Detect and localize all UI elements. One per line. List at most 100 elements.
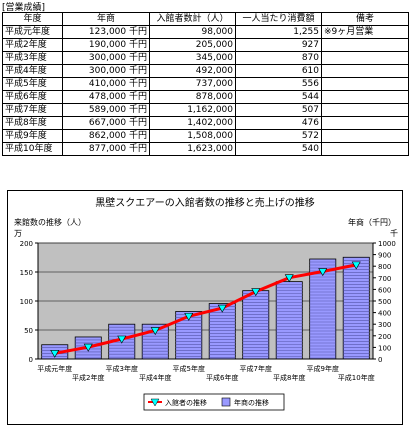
cell-sales: 300,000 千円 bbox=[62, 64, 150, 78]
x-tick-label: 平成6年度 bbox=[206, 373, 238, 382]
cell-visitors: 1,162,000 bbox=[149, 103, 236, 117]
right-tick-label: 100 bbox=[378, 344, 391, 352]
x-tick-label: 平成元年度 bbox=[37, 364, 72, 373]
x-tick-label: 平成10年度 bbox=[338, 373, 375, 382]
x-tick-label: 平成8年度 bbox=[273, 373, 305, 382]
table-row: 平成6年度 478,000 千円 878,000 544 bbox=[2, 90, 409, 104]
cell-spend: 476 bbox=[235, 116, 322, 130]
cell-sales: 877,000 千円 bbox=[62, 142, 150, 156]
marker-visitors bbox=[83, 343, 93, 352]
table-body: 平成元年度 123,000 千円 98,000 1,255 ※9ヶ月営業 平成2年度 190… bbox=[2, 25, 409, 156]
cell-spend: 540 bbox=[235, 142, 322, 156]
cell-year: 平成5年度 bbox=[2, 77, 63, 91]
legend-label-sales: 年商の推移 bbox=[234, 398, 269, 407]
x-tick-label: 平成2年度 bbox=[72, 373, 104, 382]
cell-visitors: 1,623,000 bbox=[149, 142, 236, 156]
cell-visitors: 492,000 bbox=[149, 64, 236, 78]
left-tick-label: 0 bbox=[29, 356, 33, 364]
cell-year: 平成4年度 bbox=[2, 64, 63, 78]
left-axis-unit: 万 bbox=[14, 229, 22, 238]
left-tick-label: 100 bbox=[20, 298, 33, 306]
marker-visitors bbox=[50, 350, 60, 358]
right-axis-unit: 千 bbox=[390, 228, 398, 238]
x-tick-label: 平成3年度 bbox=[106, 364, 138, 373]
cell-spend: 870 bbox=[235, 51, 322, 65]
marker-visitors bbox=[217, 304, 227, 313]
cell-spend: 507 bbox=[235, 103, 322, 117]
cell-note bbox=[321, 116, 409, 130]
cell-year: 平成2年度 bbox=[2, 38, 63, 52]
marker-visitors bbox=[284, 274, 294, 283]
cell-note: ※9ヶ月営業 bbox=[321, 25, 409, 39]
cell-spend: 610 bbox=[235, 64, 322, 78]
cell-visitors: 1,508,000 bbox=[149, 129, 236, 143]
cell-spend: 572 bbox=[235, 129, 322, 143]
legend-marker-swatch bbox=[150, 398, 160, 407]
table-row: 平成8年度 667,000 千円 1,402,000 476 bbox=[2, 116, 409, 130]
marker-visitors bbox=[318, 268, 328, 277]
legend-bar-swatch bbox=[221, 397, 231, 407]
cell-note bbox=[321, 64, 409, 78]
right-tick-label: 0 bbox=[378, 356, 382, 364]
cell-year: 平成3年度 bbox=[2, 51, 63, 65]
cell-note bbox=[321, 77, 409, 91]
header-spend: 一人当たり消費額 bbox=[235, 12, 322, 26]
cell-sales: 478,000 千円 bbox=[62, 90, 150, 104]
section-label: [営業成績] bbox=[2, 3, 46, 13]
cell-note bbox=[321, 129, 409, 143]
cell-visitors: 98,000 bbox=[149, 25, 236, 39]
right-tick-label: 700 bbox=[378, 275, 391, 283]
cell-sales: 123,000 千円 bbox=[62, 25, 150, 39]
cell-year: 平成元年度 bbox=[2, 25, 63, 39]
table-row: 平成元年度 123,000 千円 98,000 1,255 ※9ヶ月営業 bbox=[2, 25, 409, 39]
cell-visitors: 737,000 bbox=[149, 77, 236, 91]
bar-sales bbox=[242, 290, 270, 360]
right-tick-label: 500 bbox=[378, 298, 391, 306]
legend-box bbox=[143, 393, 285, 411]
header-year: 年度 bbox=[2, 12, 63, 26]
right-axis-title: 年商（千円） bbox=[348, 217, 396, 227]
marker-visitors bbox=[150, 327, 160, 336]
marker-visitors bbox=[251, 288, 261, 297]
marker-visitors bbox=[117, 335, 127, 344]
cell-note bbox=[321, 38, 409, 52]
header-sales: 年商 bbox=[62, 12, 150, 26]
line-visitors bbox=[54, 263, 357, 355]
cell-sales: 410,000 千円 bbox=[62, 77, 150, 91]
table-row: 平成2年度 190,000 千円 205,000 927 bbox=[2, 38, 409, 52]
left-tick-label: 200 bbox=[20, 240, 33, 248]
table-row: 平成3年度 300,000 千円 345,000 870 bbox=[2, 51, 409, 65]
x-tick-label: 平成7年度 bbox=[240, 364, 272, 373]
chart-frame: 黒壁スクエアーの入館者数の推移と売上げの推移 来館数の推移（人） 万 年商（千円）千 0… bbox=[7, 190, 403, 425]
x-tick-label: 平成4年度 bbox=[139, 373, 171, 382]
cell-spend: 1,255 bbox=[235, 25, 322, 39]
cell-visitors: 205,000 bbox=[149, 38, 236, 52]
legend-label-visitors: 入館者の推移 bbox=[165, 398, 207, 407]
table-row: 平成9年度 862,000 千円 1,508,000 572 bbox=[2, 129, 409, 143]
table-row: 平成10年度 877,000 千円 1,623,000 540 bbox=[2, 142, 409, 156]
cell-sales: 589,000 千円 bbox=[62, 103, 150, 117]
x-tick-label: 平成5年度 bbox=[173, 364, 205, 373]
cell-sales: 667,000 千円 bbox=[62, 116, 150, 130]
cell-year: 平成6年度 bbox=[2, 90, 63, 104]
cell-spend: 556 bbox=[235, 77, 322, 91]
marker-visitors bbox=[184, 312, 194, 321]
right-tick-label: 900 bbox=[378, 252, 391, 260]
right-tick-label: 400 bbox=[378, 310, 391, 318]
cell-year: 平成8年度 bbox=[2, 116, 63, 130]
header-note: 備考 bbox=[321, 12, 409, 26]
table-row: 平成4年度 300,000 千円 492,000 610 bbox=[2, 64, 409, 78]
right-tick-label: 200 bbox=[378, 333, 391, 341]
results-table: 年度 年商 入館者数計（人） 一人当たり消費額 備考 平成元年度 123,000 … bbox=[2, 12, 409, 156]
right-tick-label: 300 bbox=[378, 321, 391, 329]
cell-spend: 927 bbox=[235, 38, 322, 52]
right-tick-label: 800 bbox=[378, 263, 391, 271]
right-tick-label: 1000 bbox=[378, 240, 396, 248]
cell-spend: 544 bbox=[235, 90, 322, 104]
chart-title: 黒壁スクエアーの入館者数の推移と売上げの推移 bbox=[95, 196, 314, 209]
right-tick-label: 600 bbox=[378, 286, 391, 294]
cell-note bbox=[321, 51, 409, 65]
cell-note bbox=[321, 103, 409, 117]
cell-visitors: 878,000 bbox=[149, 90, 236, 104]
